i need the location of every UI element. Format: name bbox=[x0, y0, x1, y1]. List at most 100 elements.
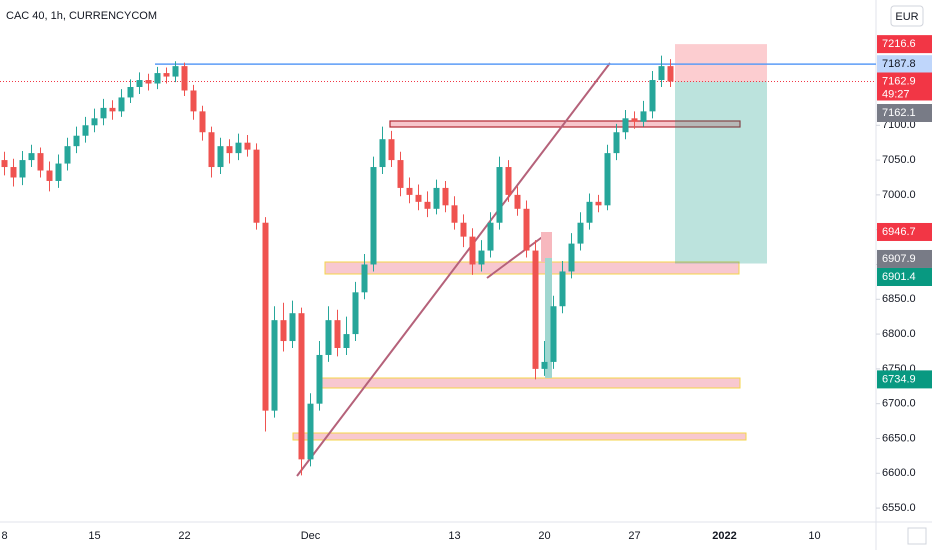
x-tick-label: 20 bbox=[538, 530, 550, 542]
y-tick-label: 6850.0 bbox=[882, 293, 916, 305]
candle-body bbox=[361, 264, 368, 293]
candle-body bbox=[253, 149, 260, 223]
candle-body bbox=[613, 132, 620, 154]
candle-body bbox=[262, 222, 269, 411]
candle-body bbox=[37, 153, 44, 171]
candle-body bbox=[46, 170, 53, 181]
y-tick-label: 7100.0 bbox=[882, 119, 916, 131]
y-tick-label: 6700.0 bbox=[882, 398, 916, 410]
currency: EUR bbox=[895, 11, 918, 23]
candle-body bbox=[487, 222, 494, 251]
y-tick-label: 7050.0 bbox=[882, 154, 916, 166]
candle-body bbox=[523, 208, 530, 251]
candle-body bbox=[397, 160, 404, 188]
candle-body bbox=[658, 66, 665, 81]
y-tick-label: 7000.0 bbox=[882, 189, 916, 201]
x-tick-label: Dec bbox=[301, 530, 321, 542]
price-label: 7187.8 bbox=[882, 58, 916, 70]
candle-body bbox=[163, 73, 170, 77]
candle-body bbox=[343, 334, 350, 348]
candle-body bbox=[415, 194, 422, 202]
candle-body bbox=[334, 320, 341, 348]
zone bbox=[292, 432, 747, 441]
candle-body bbox=[82, 125, 89, 136]
candle-body bbox=[19, 160, 26, 178]
candle-body bbox=[235, 142, 242, 154]
candle-body bbox=[145, 80, 152, 84]
candle-body bbox=[289, 313, 296, 342]
candle-body bbox=[91, 118, 98, 126]
candle-body bbox=[352, 292, 359, 335]
trend-line bbox=[296, 62, 611, 477]
x-tick-label: 10 bbox=[808, 530, 820, 542]
candle-body bbox=[136, 80, 143, 87]
candle-body bbox=[559, 271, 566, 307]
candle-body bbox=[379, 139, 386, 168]
price-label-bg bbox=[877, 55, 932, 74]
price-label-bg bbox=[877, 104, 932, 122]
candle-body bbox=[514, 194, 521, 209]
price-label-bg bbox=[877, 72, 932, 101]
candle-body bbox=[586, 201, 593, 223]
candle-body bbox=[217, 146, 224, 168]
candle-body bbox=[406, 187, 413, 195]
candle-body bbox=[550, 306, 557, 362]
candle-body bbox=[469, 236, 476, 265]
y-tick-label: 6550.0 bbox=[882, 502, 916, 514]
candle-body bbox=[424, 201, 431, 209]
candle-body bbox=[208, 132, 215, 168]
candle-body bbox=[100, 107, 107, 119]
candle-body bbox=[532, 250, 539, 369]
price-label: 6734.9 bbox=[882, 373, 916, 385]
price-label: 7216.6 bbox=[882, 38, 916, 50]
candle-body bbox=[307, 403, 314, 460]
zone bbox=[324, 261, 740, 275]
candle-body bbox=[433, 187, 440, 209]
candle-body bbox=[325, 320, 332, 355]
settings-button[interactable] bbox=[907, 527, 927, 545]
price-label: 7162.9 bbox=[882, 75, 916, 87]
x-tick-label: 15 bbox=[88, 530, 100, 542]
candle-body bbox=[10, 167, 17, 178]
candle-body bbox=[622, 118, 629, 133]
candle-body bbox=[190, 90, 197, 112]
x-tick-label: 22 bbox=[178, 530, 190, 542]
small-position bbox=[545, 258, 552, 378]
candle-body bbox=[118, 97, 125, 112]
candle-body bbox=[649, 80, 656, 112]
candle-body bbox=[667, 66, 674, 82]
candle-body bbox=[64, 146, 71, 164]
short-stop-zone bbox=[675, 44, 767, 82]
zone bbox=[321, 377, 741, 389]
price-label: 6907.9 bbox=[882, 253, 916, 265]
candle-body bbox=[181, 66, 188, 91]
candle-body bbox=[370, 167, 377, 265]
price-label-bg bbox=[877, 268, 932, 286]
price-label-bg bbox=[877, 222, 932, 241]
y-tick-label: 6650.0 bbox=[882, 432, 916, 444]
candle-body bbox=[577, 222, 584, 244]
short-target-zone bbox=[675, 81, 767, 264]
currency-button[interactable] bbox=[890, 5, 924, 27]
x-tick-label: 13 bbox=[448, 530, 460, 542]
candle-body bbox=[541, 361, 548, 369]
x-tick-label: 27 bbox=[628, 530, 640, 542]
price-label-bg bbox=[877, 370, 932, 389]
candle-body bbox=[640, 111, 647, 122]
candle-body bbox=[109, 107, 116, 112]
candle-body bbox=[496, 167, 503, 223]
candle-body bbox=[451, 205, 458, 223]
candle-body bbox=[604, 153, 611, 206]
price-label-bg bbox=[877, 35, 932, 54]
candle-body bbox=[127, 87, 134, 98]
countdown: 49:27 bbox=[882, 88, 910, 100]
candle-body bbox=[316, 354, 323, 404]
candle-body bbox=[271, 320, 278, 411]
candle-body bbox=[388, 139, 395, 161]
candle-body bbox=[460, 222, 467, 237]
candle-body bbox=[1, 160, 8, 168]
y-tick-label: 6800.0 bbox=[882, 328, 916, 340]
price-label: 6946.7 bbox=[882, 226, 916, 238]
candle-body bbox=[199, 111, 206, 133]
